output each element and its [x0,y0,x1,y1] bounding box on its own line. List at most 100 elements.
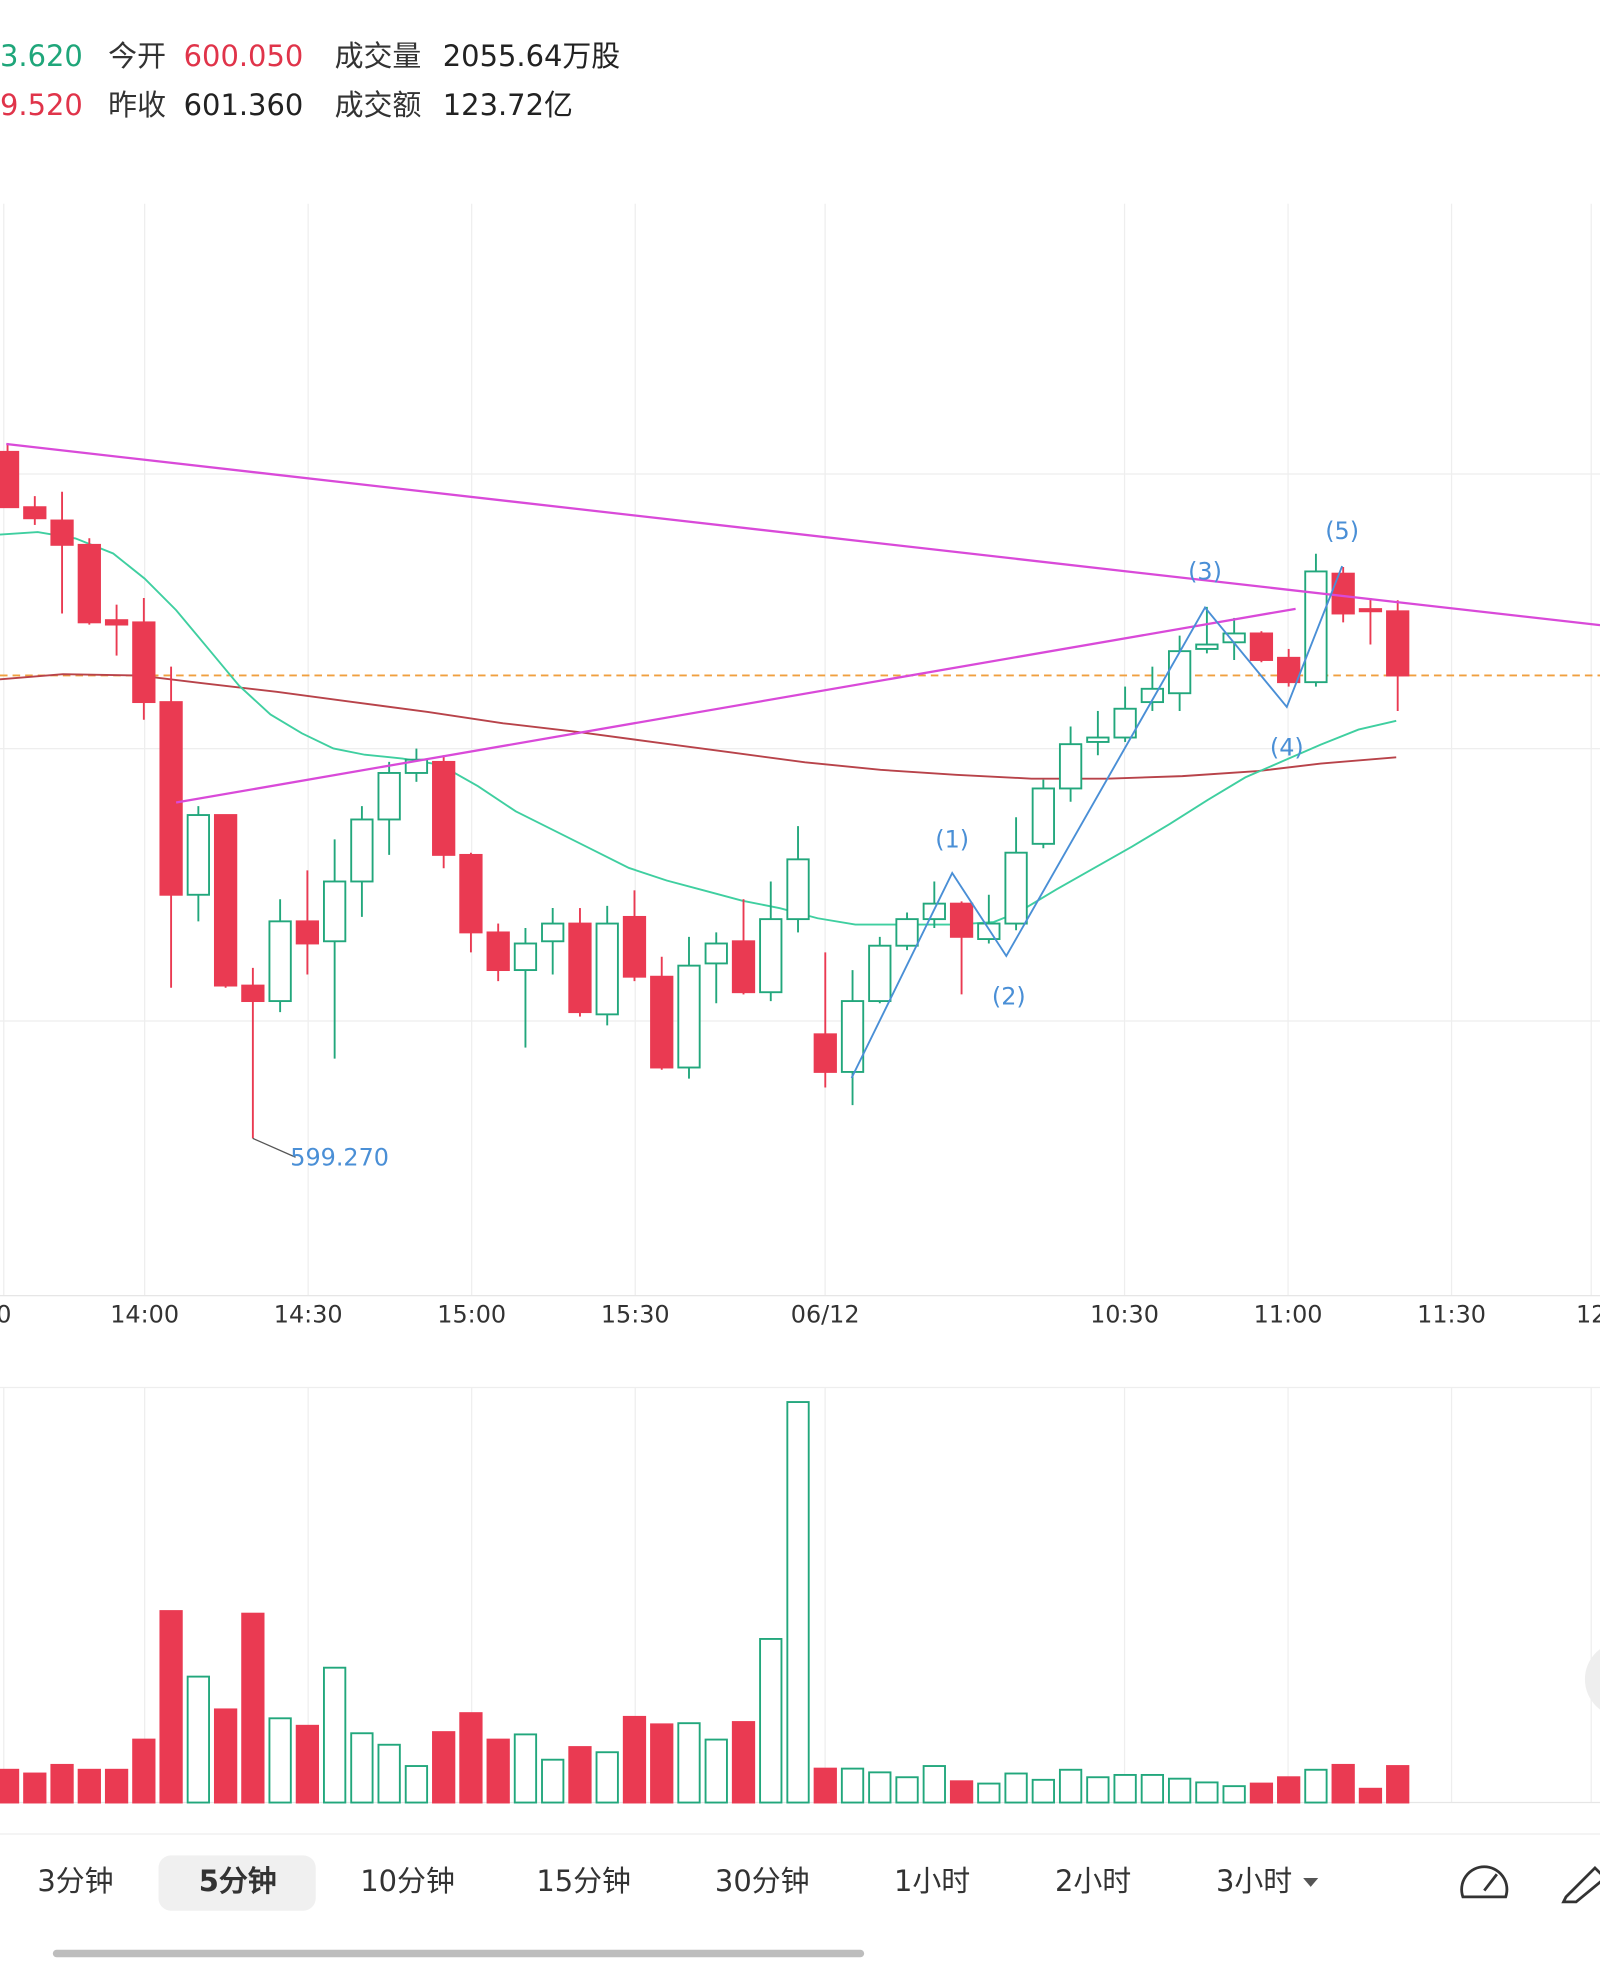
x-tick-label: 10:30 [1090,1301,1159,1329]
x-tick-label: 0 [0,1301,11,1329]
x-tick-label: 15:00 [437,1301,506,1329]
volume-bar [731,1721,756,1804]
candle-body [813,1033,837,1073]
candle-body [1167,650,1192,695]
wave-line [850,565,1344,1079]
candle-body [268,920,292,1003]
volume-bar [295,1724,320,1804]
candle-body [977,922,1001,941]
volume-bar [132,1738,156,1804]
volume-bar [541,1758,565,1804]
open-value: 600.050 [184,39,304,73]
volume-bar [759,1638,783,1804]
volume-bar [186,1675,210,1804]
volume-bar [268,1717,292,1804]
tab[interactable]: 15分钟 [536,1864,631,1898]
tab-bar: 3分钟 5分钟 10分钟 15分钟 30分钟 1小时 2小时 3小时 [37,1864,1292,1898]
dropdown-arrow[interactable] [1303,1878,1319,1887]
x-tick-label: 11:30 [1417,1301,1486,1329]
volume-bar [1004,1772,1028,1804]
candle-body [0,450,20,509]
candle-body [650,975,674,1069]
volume-bar [1277,1776,1301,1804]
candle-body [1195,643,1219,650]
scrollbar [52,1949,865,1958]
tab[interactable]: 3分钟 [37,1864,113,1898]
candle-body [868,944,892,1003]
volume-bar [1086,1776,1110,1804]
selected-tab-bg [158,1855,316,1911]
grid [0,203,1600,1803]
volume-bar [1386,1765,1410,1804]
candle-body [323,880,347,943]
candle-body [104,619,129,626]
tab[interactable]: 2小时 [1055,1864,1131,1898]
volume-bar [1331,1763,1355,1804]
volume-bar [432,1731,456,1804]
volume-bar [104,1768,129,1804]
candle-body [759,918,783,994]
candle-body [786,858,810,921]
candle-body [1058,743,1083,790]
volume-bar [1113,1773,1137,1804]
trend-line-upper [6,442,1600,627]
volume-bar [1222,1785,1246,1804]
prev-close-value: 601.360 [184,88,304,122]
volume-bar [595,1751,619,1804]
tab[interactable]: 30分钟 [715,1864,810,1898]
candle-body [459,853,483,934]
candle-body [159,701,183,896]
candle-body [432,760,456,856]
volume-bar [704,1738,728,1804]
candle-body [1004,851,1028,925]
x-tick-label: 14:00 [110,1301,179,1329]
x-tick-label: 06/12 [791,1301,860,1329]
x-tick-label: 12 [1576,1301,1600,1329]
volume-bar [1304,1768,1328,1804]
speed-icon[interactable] [1460,1865,1509,1899]
volume-bar [1249,1782,1274,1804]
volume-bar [977,1782,1001,1804]
prev-close-label: 昨收 [108,88,166,122]
wave-label: (3) [1188,557,1222,585]
volume-value: 2055.64万股 [443,39,620,73]
ma-long [0,673,1397,780]
x-tick-label: 15:30 [601,1301,670,1329]
volume-bar [0,1768,20,1804]
volume-bar [241,1612,265,1804]
wave-label: (4) [1270,733,1304,761]
tab[interactable]: 10分钟 [360,1864,455,1898]
candle-body [513,942,538,972]
volume-bar [513,1733,538,1804]
tab[interactable]: 5分钟 [199,1864,277,1898]
volume-bar [1167,1777,1192,1804]
volume-bar [949,1780,974,1804]
candle-body [377,772,401,821]
candle-body [77,543,101,624]
volume-bar [840,1767,865,1804]
candles [0,442,1410,1804]
candle-body [1358,608,1383,613]
candle-body [1331,572,1355,615]
candle-body [23,506,47,520]
scroll-end-button[interactable] [1584,1642,1600,1717]
candle-body [1304,570,1328,684]
candle-body [1386,610,1410,677]
candle-body [595,922,619,1016]
volume-bar [1358,1787,1383,1804]
tab[interactable]: 3小时 [1216,1864,1292,1898]
volume-bar [786,1401,810,1804]
x-tick-label: 11:00 [1254,1301,1323,1329]
wave-label: (5) [1325,517,1359,545]
tab[interactable]: 1小时 [894,1864,970,1898]
volume-bar [1031,1778,1055,1804]
volume-bar [486,1738,510,1804]
volume-bar [568,1746,592,1804]
volume-bar [50,1763,74,1804]
draw-icon[interactable] [1561,1865,1600,1904]
candle-body [241,984,265,1003]
volume-bar [77,1768,101,1804]
candle-body [1249,632,1274,661]
candle-body [1031,787,1055,845]
